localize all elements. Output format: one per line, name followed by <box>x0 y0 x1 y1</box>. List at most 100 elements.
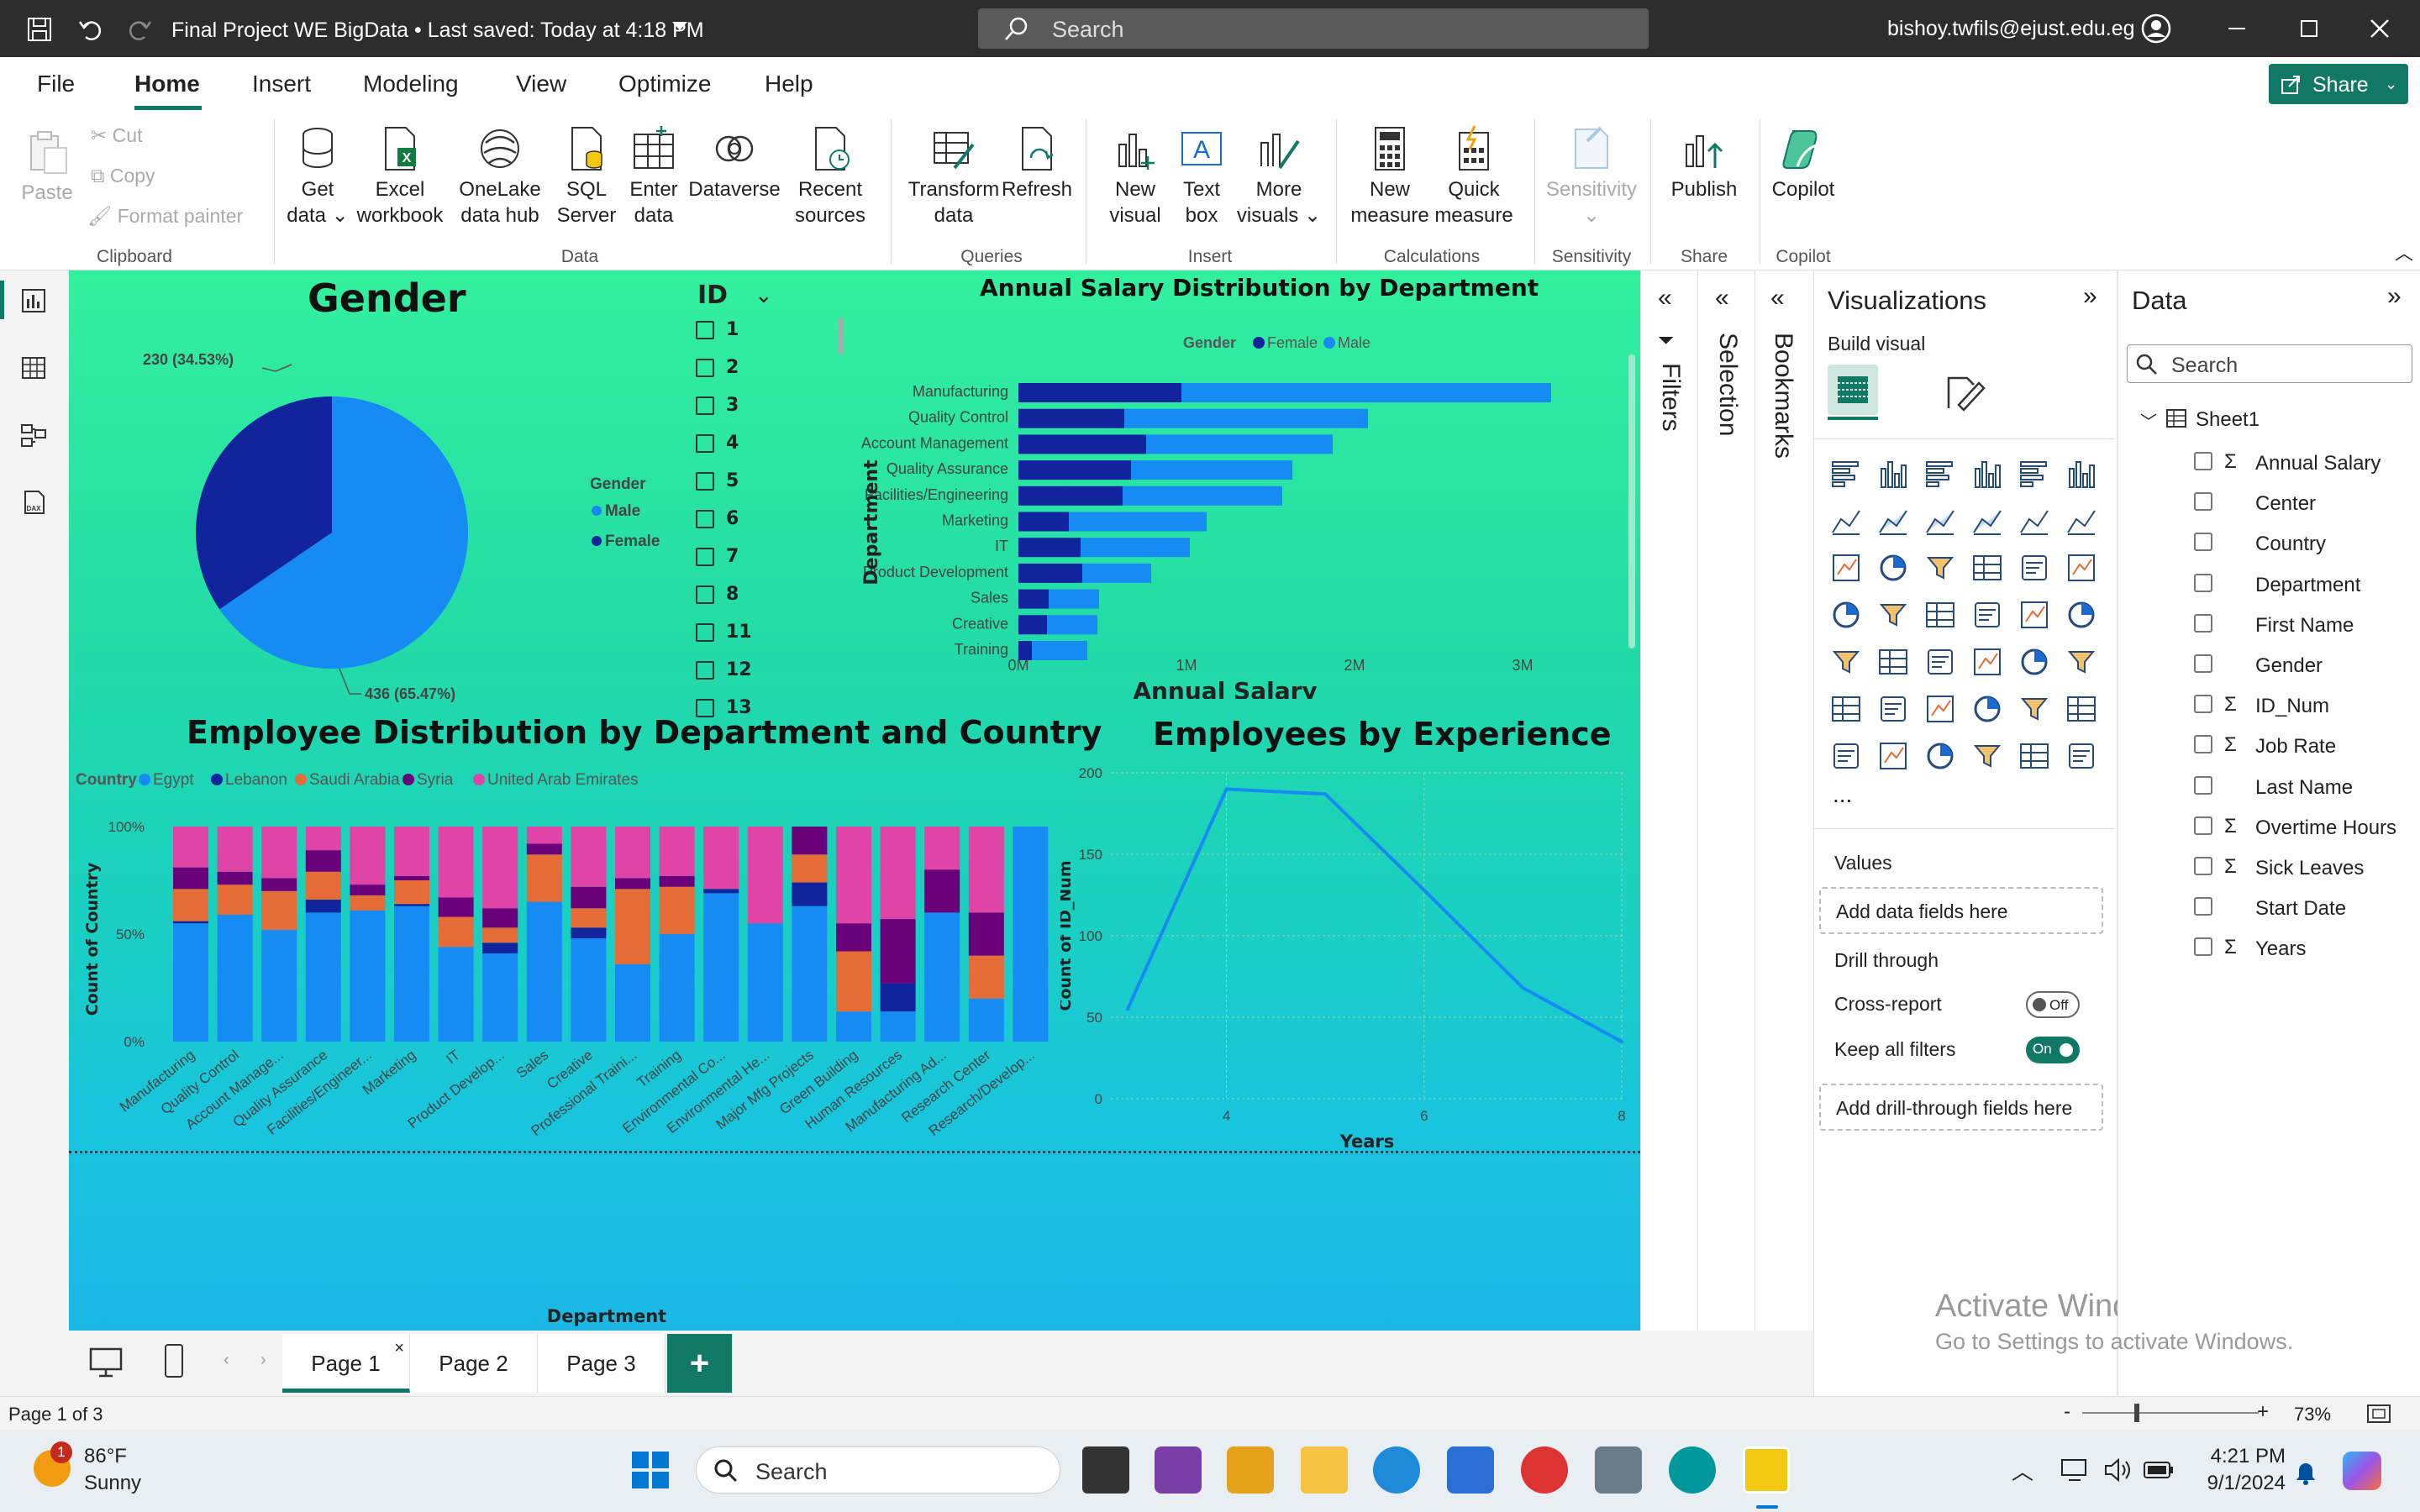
close-tab-icon[interactable]: × <box>394 1339 404 1357</box>
narrative-icon[interactable] <box>2018 692 2051 726</box>
field-item[interactable]: Gender <box>2118 651 2417 685</box>
line-icon[interactable] <box>1829 504 1863 538</box>
power-bi-icon[interactable] <box>1743 1446 1790 1494</box>
recent-sources-button[interactable]: Recent sources <box>786 124 874 228</box>
column-segment-saudi-arabia[interactable] <box>571 908 607 928</box>
column-segment-syria[interactable] <box>482 908 518 928</box>
bar-female[interactable] <box>1018 615 1047 635</box>
clustered-column-icon[interactable] <box>1970 457 2004 491</box>
page-tab-2[interactable]: Page 2 <box>410 1334 538 1393</box>
column-segment-united-arab-emirates[interactable] <box>703 827 739 890</box>
column-segment-syria[interactable] <box>659 875 695 887</box>
filled-map-icon[interactable] <box>1923 598 1957 632</box>
field-item[interactable]: Start Date <box>2118 894 2417 927</box>
task-view-icon[interactable] <box>1082 1446 1129 1494</box>
refresh-button[interactable]: Refresh <box>1000 124 1074 202</box>
bar-male[interactable] <box>1123 486 1282 506</box>
battery-icon[interactable] <box>2143 1458 2175 1482</box>
account-icon[interactable] <box>2141 13 2171 44</box>
column-segment-saudi-arabia[interactable] <box>173 889 208 921</box>
checkbox[interactable] <box>696 472 714 491</box>
column-segment-egypt[interactable] <box>526 901 562 1042</box>
column-segment-united-arab-emirates[interactable] <box>305 827 341 851</box>
enter-data-button[interactable]: Enter data <box>622 124 686 228</box>
column-segment-lebanon[interactable] <box>482 942 518 954</box>
matrix-icon[interactable] <box>2018 645 2051 679</box>
prev-page-icon[interactable]: ‹ <box>224 1351 229 1369</box>
column-segment-saudi-arabia[interactable] <box>615 889 650 964</box>
redo-icon[interactable] <box>128 17 153 42</box>
desktop-layout-icon[interactable] <box>87 1346 124 1379</box>
funnel-col-icon[interactable] <box>1876 551 1910 585</box>
maximize-button[interactable] <box>2301 20 2317 37</box>
new-visual-button[interactable]: New visual <box>1101 124 1170 228</box>
power-apps-icon[interactable] <box>2018 739 2051 773</box>
dax-query-icon[interactable]: DAX <box>20 489 47 516</box>
column-segment-saudi-arabia[interactable] <box>836 951 871 1012</box>
column-segment-united-arab-emirates[interactable] <box>924 827 960 870</box>
report-view-icon[interactable] <box>20 287 47 314</box>
slicer-scrollbar[interactable] <box>839 318 844 354</box>
store-icon[interactable] <box>1447 1446 1494 1494</box>
column-segment-egypt[interactable] <box>659 934 695 1042</box>
field-checkbox[interactable] <box>2194 533 2212 552</box>
quick-measure-button[interactable]: Quick measure <box>1430 124 1518 228</box>
column-segment-syria[interactable] <box>924 869 960 913</box>
file-explorer-icon[interactable] <box>1301 1446 1348 1494</box>
chevron-up-icon[interactable]: ︿ <box>2012 1459 2034 1484</box>
column-segment-saudi-arabia[interactable] <box>482 927 518 943</box>
column-segment-saudi-arabia[interactable] <box>438 916 474 948</box>
100-column-icon[interactable] <box>2065 457 2098 491</box>
column-segment-egypt[interactable] <box>836 1011 871 1042</box>
column-segment-saudi-arabia[interactable] <box>792 854 828 883</box>
column-segment-saudi-arabia[interactable] <box>261 890 297 930</box>
keep-filters-toggle[interactable]: On <box>2026 1037 2080 1063</box>
field-checkbox[interactable] <box>2194 816 2212 835</box>
app-icon[interactable] <box>1227 1446 1274 1494</box>
column-segment-egypt[interactable] <box>261 929 297 1042</box>
column-segment-lebanon[interactable] <box>792 882 828 906</box>
column-segment-lebanon[interactable] <box>880 983 916 1012</box>
bar-male[interactable] <box>1181 383 1551 402</box>
pie-icon[interactable] <box>2018 551 2051 585</box>
fit-to-page-icon[interactable] <box>2366 1404 2391 1424</box>
column-segment-united-arab-emirates[interactable] <box>659 827 695 876</box>
edge-icon[interactable] <box>1373 1446 1420 1494</box>
column-segment-saudi-arabia[interactable] <box>217 885 253 915</box>
column-segment-united-arab-emirates[interactable] <box>968 827 1004 913</box>
checkbox[interactable] <box>696 661 714 680</box>
data-search-input[interactable]: Search <box>2127 344 2412 383</box>
add-page-button[interactable]: + <box>667 1334 733 1393</box>
slicer-icon[interactable] <box>1923 645 1957 679</box>
column-segment-egypt[interactable] <box>482 953 518 1042</box>
notification-bell-icon[interactable] <box>2292 1458 2319 1485</box>
column-segment-united-arab-emirates[interactable] <box>836 827 871 924</box>
paste-button[interactable]: Paste <box>17 128 77 206</box>
decomposition-tree-icon[interactable] <box>1923 692 1957 726</box>
column-segment-egypt[interactable] <box>394 906 429 1042</box>
waterfall-icon[interactable] <box>1829 551 1863 585</box>
field-item[interactable]: Σ Overtime Hours <box>2118 813 2417 847</box>
trophy-icon[interactable] <box>2065 692 2098 726</box>
key-influencers-icon[interactable] <box>1876 692 1910 726</box>
get-data-button[interactable]: Get data ⌄ <box>282 124 353 228</box>
column-segment-syria[interactable] <box>792 827 828 855</box>
selection-pane-collapsed[interactable]: « Selection <box>1697 270 1754 1331</box>
field-checkbox[interactable] <box>2194 897 2212 916</box>
chevron-down-icon[interactable]: ⌄ <box>755 282 773 307</box>
checkbox[interactable] <box>696 434 714 453</box>
build-visual-tab[interactable] <box>1828 365 1878 415</box>
field-item[interactable]: Σ Sick Leaves <box>2118 853 2417 887</box>
bar-male[interactable] <box>1049 589 1099 609</box>
column-segment-egypt[interactable] <box>350 910 386 1042</box>
column-segment-united-arab-emirates[interactable] <box>438 827 474 898</box>
column-segment-united-arab-emirates[interactable] <box>217 827 253 872</box>
zoom-slider-thumb[interactable] <box>2134 1404 2139 1422</box>
mobile-layout-icon[interactable] <box>163 1342 185 1379</box>
menu-modeling[interactable]: Modeling <box>363 71 459 97</box>
column-segment-lebanon[interactable] <box>571 927 607 939</box>
column-segment-lebanon[interactable] <box>394 904 429 906</box>
field-checkbox[interactable] <box>2194 613 2212 633</box>
column-segment-egypt[interactable] <box>571 938 607 1042</box>
zoom-out-button[interactable]: - <box>2064 1400 2070 1423</box>
